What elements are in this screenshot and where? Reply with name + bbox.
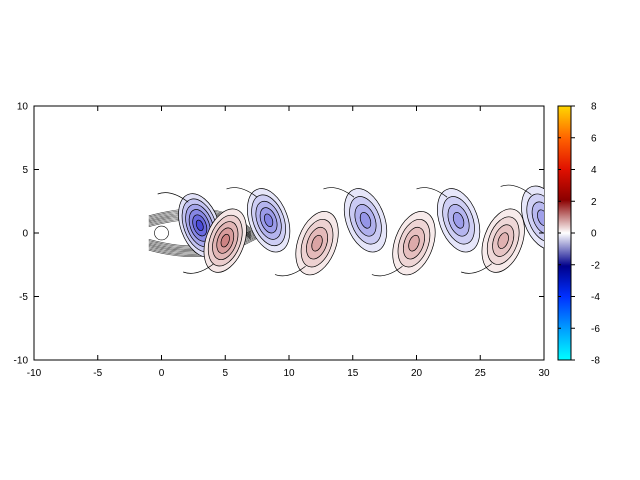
colorbar-tick-label: 0 xyxy=(591,229,597,240)
y-tick-label: 0 xyxy=(22,229,28,240)
x-tick-label: 5 xyxy=(222,368,228,379)
colorbar-tick-label: 2 xyxy=(591,197,597,208)
y-tick-label: -5 xyxy=(19,292,28,303)
y-axis: 10 5 0 -5 -10 xyxy=(14,102,544,367)
vortex-tail xyxy=(226,187,258,198)
contour-level xyxy=(311,234,323,252)
colorbar-axis: 8 6 4 2 0 -2 -4 -6 -8 xyxy=(558,102,600,367)
vortex-tail xyxy=(157,192,189,203)
contour-level xyxy=(195,219,204,232)
vortex-positive xyxy=(371,211,436,277)
vortex-tail xyxy=(461,263,492,274)
colorbar-tick-label: 4 xyxy=(591,165,597,176)
y-tick-label: 5 xyxy=(22,165,28,176)
y-tick-label: 10 xyxy=(17,102,29,113)
x-tick-label: 20 xyxy=(411,368,423,379)
colorbar-tick-label: 6 xyxy=(591,133,597,144)
x-tick-label: 10 xyxy=(283,368,295,379)
x-tick-label: 0 xyxy=(159,368,165,379)
cylinder xyxy=(154,225,169,241)
vortex-tail xyxy=(274,265,306,277)
contour-level xyxy=(220,233,230,248)
x-tick-label: 30 xyxy=(538,368,550,379)
vortex-tail xyxy=(416,187,448,198)
vortex-positive xyxy=(183,208,247,274)
y-tick-label: -10 xyxy=(14,356,29,367)
contour-level xyxy=(537,209,544,227)
contour-level xyxy=(408,234,420,252)
vorticity-field xyxy=(148,184,544,277)
vortex-tail xyxy=(323,187,355,198)
x-tick-label: -5 xyxy=(93,368,102,379)
vortex-negative xyxy=(226,187,291,253)
vortex-tail xyxy=(371,265,403,277)
contour-level xyxy=(264,213,274,227)
vortex-tail xyxy=(500,184,532,195)
vortex-positive xyxy=(461,208,525,274)
vortex-negative xyxy=(416,187,481,253)
x-tick-label: 15 xyxy=(347,368,359,379)
x-axis: -10 -5 0 5 10 15 20 25 30 xyxy=(27,106,550,379)
x-tick-label: 25 xyxy=(475,368,487,379)
colorbar-tick-label: 8 xyxy=(591,102,597,113)
vortex-tail xyxy=(183,263,214,274)
vortex-negative xyxy=(500,184,544,250)
colorbar-tick-label: -2 xyxy=(591,260,600,271)
colorbar-tick-label: -6 xyxy=(591,324,600,335)
x-tick-label: -10 xyxy=(27,368,42,379)
vortex-negative xyxy=(323,187,388,253)
colorbar-tick-label: -8 xyxy=(591,356,600,367)
vortex-positive xyxy=(274,211,339,277)
colorbar-tick-label: -4 xyxy=(591,292,600,303)
contour-level xyxy=(452,212,465,229)
contour-level xyxy=(497,232,509,249)
contour-level xyxy=(359,212,372,229)
